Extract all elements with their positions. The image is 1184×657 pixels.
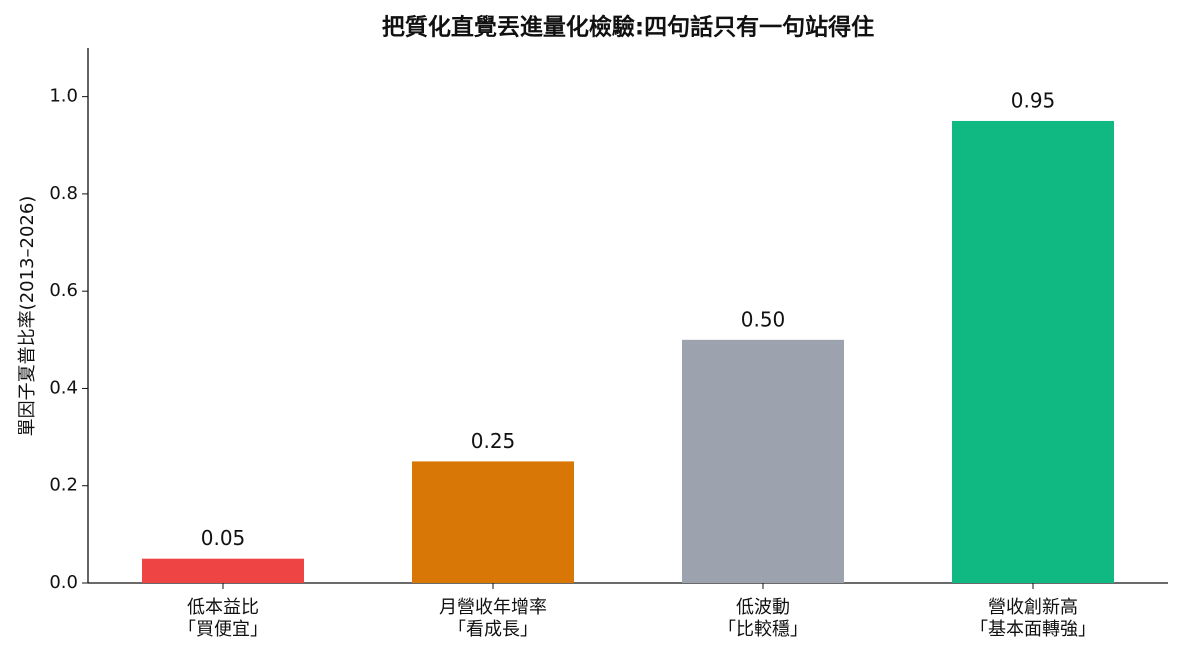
value-label: 0.50 [741,307,786,331]
y-tick-label: 0.8 [49,183,78,204]
x-tick-label: 低本益比 「買便宜」 [178,597,268,640]
bar [412,461,574,583]
value-label: 0.95 [1011,88,1056,112]
x-tick-label: 營收創新高 「基本面轉強」 [970,597,1096,640]
chart-title: 把質化直覺丟進量化檢驗:四句話只有一句站得住 [382,14,874,41]
bar [682,339,844,583]
y-tick-label: 0.6 [49,280,78,301]
y-tick-label: 0.0 [49,572,78,593]
bar [142,558,304,583]
value-label: 0.05 [201,526,246,550]
x-tick-label: 月營收年增率 「看成長」 [439,597,547,640]
y-tick-label: 0.2 [49,475,78,496]
bar [952,120,1114,584]
x-tick-label: 低波動 「比較穩」 [718,597,808,640]
y-tick-label: 1.0 [49,86,78,107]
y-axis-label: 單因子夏普比率(2013–2026) [17,196,38,437]
y-tick-label: 0.4 [49,377,78,398]
value-label: 0.25 [471,429,516,453]
